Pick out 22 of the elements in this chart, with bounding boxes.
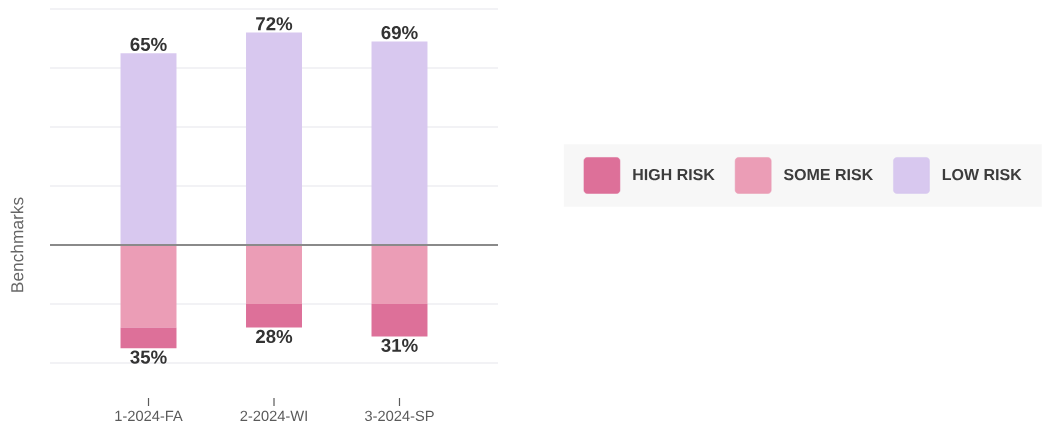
bar bbox=[120, 327, 177, 349]
annotation: 35% bbox=[130, 350, 167, 364]
bar bbox=[371, 41, 428, 245]
y-axis-title: Benchmarks bbox=[10, 197, 24, 292]
x-tick-label: 2-2024-WI bbox=[240, 410, 307, 422]
data-label: 69% bbox=[381, 25, 418, 40]
legend-label: LOW RISK bbox=[942, 168, 1022, 181]
data-label: 65% bbox=[130, 37, 167, 51]
x-tick-label: 1-2024-FA bbox=[115, 410, 183, 422]
bar bbox=[371, 245, 428, 304]
data-label: 72% bbox=[256, 17, 293, 31]
bar bbox=[246, 304, 302, 328]
legend-label: HIGH RISK bbox=[633, 168, 715, 181]
annotation: 31% bbox=[381, 338, 418, 352]
bar bbox=[246, 32, 302, 245]
bar bbox=[120, 245, 177, 328]
bar bbox=[120, 53, 177, 245]
bar bbox=[246, 245, 302, 304]
annotation: 28% bbox=[255, 329, 293, 344]
bar bbox=[371, 304, 428, 337]
legend-label: SOME RISK bbox=[783, 168, 874, 181]
x-tick-label: 3-2024-SP bbox=[365, 410, 434, 422]
